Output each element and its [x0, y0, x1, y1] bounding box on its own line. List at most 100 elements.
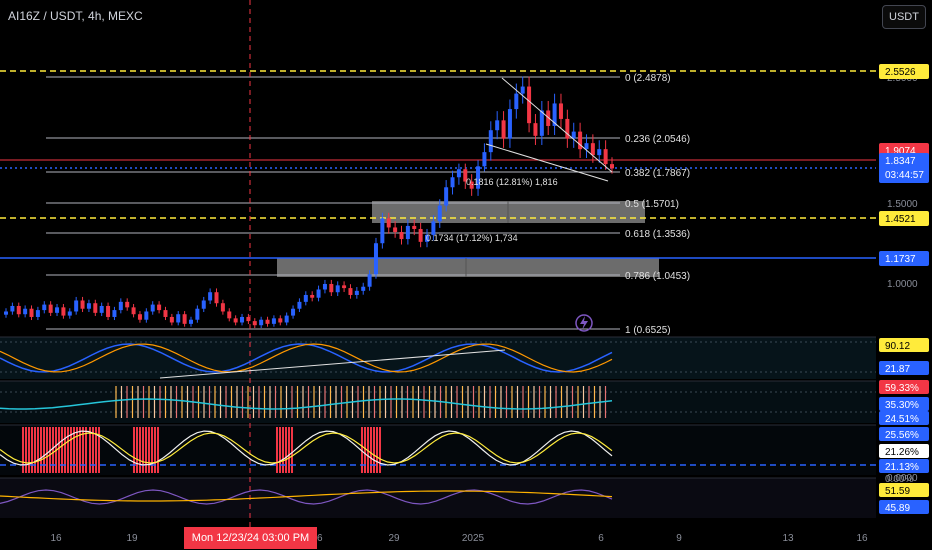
candle-body: [386, 218, 391, 228]
candle-body: [463, 169, 468, 182]
candle-body: [482, 152, 487, 167]
oscillator-2-label-1: 35.30%: [885, 400, 919, 411]
candle-body: [399, 232, 404, 240]
candle-body: [444, 187, 449, 206]
candle-body: [514, 93, 519, 110]
candle-body: [29, 308, 34, 317]
price-tag-countdown: 03:44:57: [885, 170, 924, 181]
oscillator-4-line-a: [0, 489, 613, 505]
candle-body: [539, 110, 544, 136]
x-tick-3: 26: [311, 533, 323, 544]
x-tick-9: 16: [856, 533, 868, 544]
oscillator-4-label-bg-1: [879, 500, 929, 514]
candle-body: [233, 318, 238, 323]
oscillator-1-label-bg-0: [879, 338, 929, 352]
fib-label-1: 0.236 (2.0546): [625, 134, 690, 145]
candle-body: [176, 314, 181, 323]
measure-annotation-lower: 0.1734 (17.12%) 1,734: [426, 233, 518, 243]
candle-body: [265, 319, 270, 324]
candle-body: [112, 310, 117, 317]
candle-body: [169, 316, 174, 323]
candle-body: [125, 301, 130, 308]
oscillator-2-label-bg-2: [879, 411, 929, 425]
oscillator-3-label-1: 21.26%: [885, 447, 919, 458]
candle-body: [227, 311, 232, 319]
candle-body: [488, 130, 493, 153]
candle-body: [527, 86, 532, 124]
x-tick-4: 29: [388, 533, 400, 544]
candle-body: [546, 110, 551, 126]
price-tag-bg-4: [879, 251, 929, 266]
price-axis-label-2: 1.0000: [887, 279, 918, 290]
candle-body: [469, 181, 474, 189]
order-block-lower: [277, 258, 659, 277]
lightning-icon: [580, 316, 588, 330]
fib-label-6: 1 (0.6525): [625, 325, 671, 336]
candle-body: [380, 218, 385, 244]
oscillator-1-trendline: [159, 349, 506, 379]
price-tag-bg-0: [879, 64, 929, 79]
candle-body: [303, 294, 308, 302]
x-tick-0: 16: [50, 533, 62, 544]
candle-body: [425, 234, 430, 242]
candle-body: [271, 318, 276, 324]
candle-body: [99, 305, 104, 313]
candle-body: [329, 283, 334, 293]
candle-body: [118, 301, 123, 311]
candle-body: [157, 304, 162, 311]
oscillator-3-label-bg-0: [879, 427, 929, 441]
candle-body: [316, 289, 321, 298]
fib-label-3: 0.5 (1.5701): [625, 199, 679, 210]
candle-body: [597, 149, 602, 156]
x-tick-7: 9: [676, 533, 682, 544]
candle-body: [93, 303, 98, 313]
candle-body: [367, 274, 372, 287]
candle-body: [348, 288, 353, 295]
oscillator-2-label-2: 24.51%: [885, 414, 919, 425]
candle-body: [16, 305, 21, 315]
candle-body: [188, 319, 193, 324]
oscillator-3-label-0: 25.56%: [885, 430, 919, 441]
oscillator-2-label-0: 59.33%: [885, 383, 919, 394]
candle-body: [565, 118, 570, 139]
candle-body: [578, 131, 583, 150]
candle-body: [354, 290, 359, 295]
oscillator-4-label-0: 51.59: [885, 486, 910, 497]
candle-body: [61, 307, 66, 316]
candle-body: [150, 304, 155, 312]
x-tick-6: 6: [598, 533, 604, 544]
candle-body: [610, 164, 614, 169]
oscillator-3-bg: [0, 425, 876, 475]
candle-body: [552, 103, 557, 126]
candle-body: [335, 285, 340, 293]
candle-body: [533, 123, 538, 136]
candle-body: [144, 311, 149, 320]
oscillator-3-label-bg-1: [879, 444, 929, 458]
price-tag-3: 1.4521: [885, 214, 916, 225]
candle-body: [310, 294, 315, 298]
candle-body: [201, 300, 206, 309]
x-tick-5: 2025: [462, 533, 485, 544]
fib-label-4: 0.618 (1.3536): [625, 229, 690, 240]
candle-body: [214, 292, 219, 304]
candle-body: [10, 305, 15, 312]
price-tag-2: 1.8347: [885, 156, 916, 167]
candle-body: [220, 303, 225, 312]
candle-body: [507, 109, 512, 139]
candle-body: [208, 292, 213, 301]
lightning-icon-ring: [575, 314, 593, 332]
candle-body: [361, 286, 366, 291]
oscillator-4-label-bg-0: [879, 483, 929, 497]
currency-button[interactable]: USDT: [882, 5, 926, 29]
candle-body: [137, 314, 142, 320]
symbol-title: AI16Z / USDT, 4h, MEXC: [8, 9, 143, 23]
candle-body: [195, 308, 200, 320]
oscillator-3-line-a: [0, 430, 613, 466]
price-axis-label-1: 1.5000: [887, 199, 918, 210]
oscillator-1-line-b: [0, 343, 613, 373]
candle-body: [74, 300, 79, 312]
candle-body: [48, 304, 53, 313]
candle-body: [520, 86, 525, 94]
x-tick-1: 19: [126, 533, 138, 544]
